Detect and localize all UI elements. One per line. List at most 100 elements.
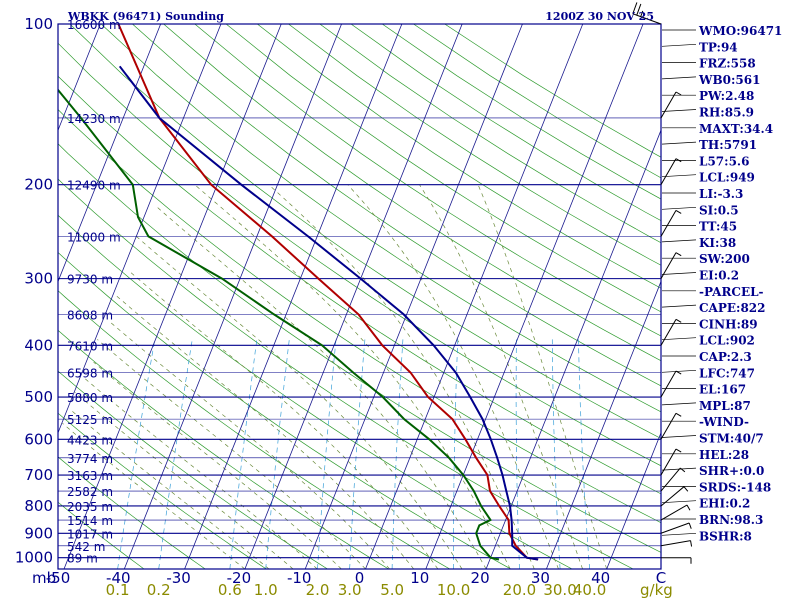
temperature-tick-label: -50 — [46, 569, 71, 587]
height-label: 542 m — [67, 540, 105, 554]
isotherm — [63, 24, 282, 569]
wind-barb — [660, 209, 682, 237]
wind-barb-staff — [660, 486, 685, 507]
wind-barb-staff — [660, 158, 677, 185]
height-label: 14230 m — [67, 112, 121, 126]
stat-line: -WIND- — [699, 415, 749, 429]
stat-line: BRN:98.3 — [699, 513, 763, 527]
wind-barb-staff — [660, 413, 677, 440]
moist-adiabat — [194, 184, 511, 569]
dry-adiabat — [257, 24, 661, 289]
mixing-ratio-label: 3.0 — [338, 581, 362, 599]
wind-barb-flag — [636, 3, 642, 16]
wind-barb-half-flag — [686, 504, 691, 511]
pressure-unit-label: mb — [32, 569, 56, 587]
height-label: 2582 m — [67, 485, 113, 499]
stat-line: LCL:949 — [699, 171, 755, 185]
wind-barb-staff — [660, 91, 677, 119]
height-label: 3163 m — [67, 469, 113, 483]
stat-line: LI:-3.3 — [699, 187, 743, 201]
isotherm — [58, 24, 222, 434]
isotherm — [546, 280, 661, 569]
stat-line: TT:45 — [699, 220, 737, 234]
wind-barb-half-flag — [688, 522, 692, 529]
pressure-tick-label: 200 — [24, 176, 53, 194]
height-label: 16600 m — [67, 18, 121, 32]
isotherm — [0, 24, 40, 569]
stat-line: MAXT:34.4 — [699, 122, 773, 136]
dry-adiabat — [58, 42, 661, 467]
stat-line: EI:0.2 — [699, 269, 739, 283]
stat-line: STM:40/7 — [699, 432, 764, 446]
mixing-ratio-label: 20.0 — [503, 581, 536, 599]
temperature-tick-label: -40 — [106, 569, 131, 587]
mixing-ratio-label: 10.0 — [437, 581, 470, 599]
stat-leader — [661, 206, 697, 210]
wind-barb — [660, 467, 686, 492]
stat-line: EL:167 — [699, 383, 746, 397]
wind-barb-staff — [632, 13, 662, 25]
stat-line: WMO:96471 — [698, 24, 782, 38]
stat-line: CAP:2.3 — [699, 350, 752, 364]
wind-barb-staff — [660, 210, 677, 237]
stat-line: SI:0.5 — [699, 203, 739, 217]
stat-line: MPL:87 — [699, 399, 751, 413]
dewpoint-trace — [58, 88, 500, 561]
stat-line: WB0:561 — [698, 73, 760, 87]
background-grid — [0, 24, 661, 569]
height-label: 8608 m — [67, 308, 113, 322]
stat-line: HEL:28 — [699, 448, 749, 462]
stat-leader — [661, 239, 697, 243]
mixing-ratio-line — [551, 339, 561, 569]
mixing-ratio-label: 0.2 — [147, 581, 171, 599]
height-label: 2035 m — [67, 500, 113, 514]
dry-adiabat — [288, 24, 661, 266]
stats-panel: WMO:96471 TP:94 FRZ:558 WB0:561 PW:2.48 RH:85… — [661, 24, 782, 543]
dry-adiabat — [58, 370, 328, 569]
mixing-ratio-line — [265, 339, 290, 569]
wind-barb-staff — [660, 448, 677, 476]
stat-leader — [661, 76, 697, 80]
height-label: 89 m — [67, 552, 98, 566]
temperature-tick-label: 30 — [531, 569, 550, 587]
stat-line: TP:94 — [699, 40, 738, 54]
wind-barb-half-flag — [675, 318, 682, 323]
mixing-ratio-label: 40.0 — [573, 581, 606, 599]
wind-barb-staff — [660, 370, 677, 398]
dry-adiabat — [58, 501, 145, 569]
stat-line: PW:2.48 — [699, 89, 754, 103]
moist-adiabat — [113, 293, 414, 569]
mixing-ratio-line — [349, 339, 366, 569]
moist-adiabat — [347, 184, 559, 569]
wind-barb — [660, 448, 682, 476]
wind-barb-half-flag — [683, 486, 689, 492]
stat-line: L57:5.6 — [699, 154, 749, 168]
height-label: 1017 m — [67, 527, 113, 541]
mixing-ratio-line — [515, 339, 520, 569]
wind-barb-half-flag — [675, 412, 682, 417]
pressure-tick-label: 300 — [24, 270, 53, 288]
isotherm — [58, 24, 162, 283]
dry-adiabat — [58, 75, 661, 495]
stat-line: BSHR:8 — [699, 529, 752, 543]
wind-barb — [660, 504, 691, 521]
wind-barb — [632, 2, 662, 25]
stat-leader — [661, 304, 697, 308]
stat-leader — [661, 369, 697, 373]
dry-adiabat — [58, 214, 573, 569]
moist-adiabat — [83, 377, 318, 569]
temperature-tick-label: 0 — [355, 569, 365, 587]
stat-line: TH:5791 — [699, 138, 757, 152]
temperature-tick-label: -10 — [287, 569, 312, 587]
height-label: 9730 m — [67, 273, 113, 287]
wind-barb — [660, 522, 692, 534]
moist-adiabat — [93, 361, 342, 569]
wind-barb — [660, 252, 682, 279]
wind-barb — [660, 486, 689, 507]
dry-adiabat — [194, 24, 661, 337]
height-label: 5125 m — [67, 413, 113, 427]
isotherm — [123, 24, 342, 569]
wind-barb — [660, 540, 693, 547]
moist-adiabat — [71, 410, 270, 569]
